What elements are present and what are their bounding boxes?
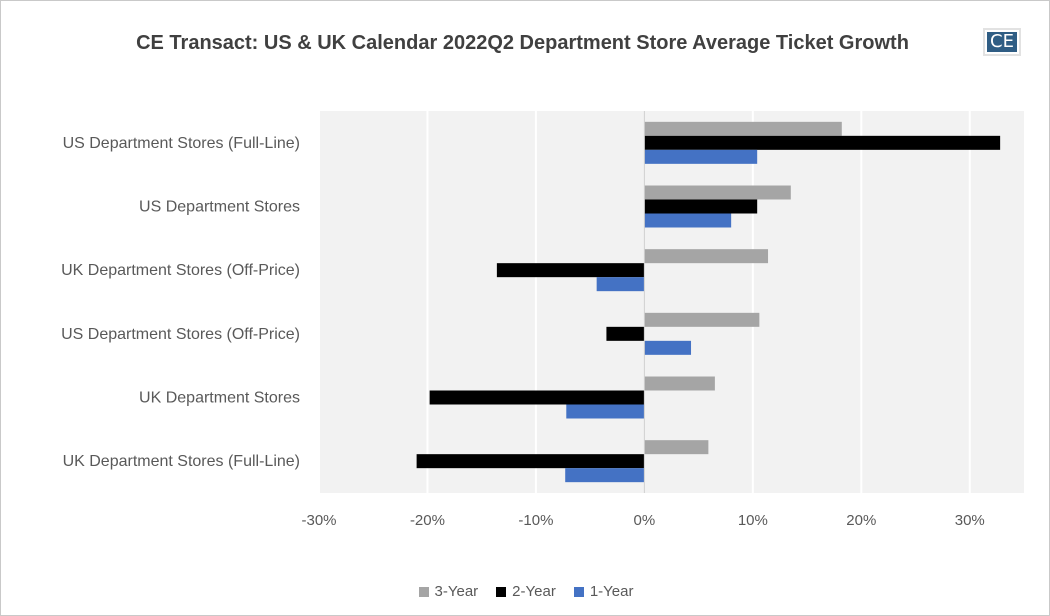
legend-swatch <box>496 586 507 597</box>
bar-2-year <box>429 390 645 405</box>
bar-3-year <box>644 249 769 264</box>
plot-background <box>319 111 1024 493</box>
bar-1-year <box>644 149 758 164</box>
bar-3-year <box>644 312 760 327</box>
bar-3-year <box>644 376 715 391</box>
x-tick-label: -30% <box>301 512 336 529</box>
legend-item: 1-Year <box>573 583 634 600</box>
bar-3-year <box>644 440 709 455</box>
bar-1-year <box>644 340 692 355</box>
bar-3-year <box>644 185 791 200</box>
bar-2-year <box>606 326 645 341</box>
bar-2-year <box>416 454 645 469</box>
legend-swatch <box>418 586 429 597</box>
legend-label: 1-Year <box>589 583 634 600</box>
bar-2-year <box>644 135 1001 150</box>
x-tick-label: -20% <box>410 512 445 529</box>
x-tick-label: 10% <box>738 512 768 529</box>
bar-1-year <box>566 404 645 419</box>
bar-3-year <box>644 121 842 136</box>
bar-1-year <box>596 277 645 292</box>
chart-title: CE Transact: US & UK Calendar 2022Q2 Dep… <box>136 32 909 54</box>
bar-2-year <box>496 263 645 278</box>
category-label: US Department Stores <box>139 199 300 216</box>
bar-1-year <box>565 468 645 483</box>
ce-logo-text: CE <box>987 32 1017 52</box>
x-tick-label: -10% <box>518 512 553 529</box>
legend-swatch <box>573 586 584 597</box>
legend-label: 3-Year <box>434 583 479 600</box>
ce-logo: CE <box>983 28 1021 56</box>
category-label: UK Department Stores (Off-Price) <box>61 262 300 279</box>
legend-item: 2-Year <box>496 583 556 600</box>
category-label: US Department Stores (Off-Price) <box>61 326 300 343</box>
legend-item: 3-Year <box>418 583 479 600</box>
x-tick-label: 0% <box>634 512 656 529</box>
legend-label: 2-Year <box>512 583 556 600</box>
legend: 3-Year 2-Year 1-Year <box>1 583 1050 600</box>
x-tick-label: 20% <box>846 512 876 529</box>
category-label: UK Department Stores <box>139 390 300 407</box>
bar-1-year <box>644 213 732 228</box>
bar-2-year <box>644 199 758 214</box>
category-label: UK Department Stores (Full-Line) <box>63 453 300 470</box>
x-tick-label: 30% <box>955 512 985 529</box>
category-label: US Department Stores (Full-Line) <box>63 135 300 152</box>
